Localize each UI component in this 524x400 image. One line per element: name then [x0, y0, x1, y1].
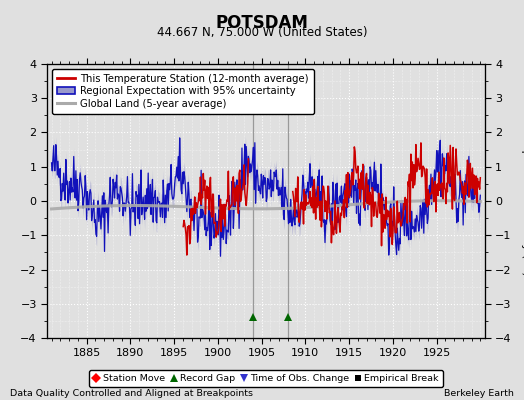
- Text: 44.667 N, 75.000 W (United States): 44.667 N, 75.000 W (United States): [157, 26, 367, 39]
- Text: POTSDAM: POTSDAM: [215, 14, 309, 32]
- Text: Data Quality Controlled and Aligned at Breakpoints: Data Quality Controlled and Aligned at B…: [10, 389, 254, 398]
- Y-axis label: Temperature Anomaly (°C): Temperature Anomaly (°C): [521, 127, 524, 275]
- Legend: Station Move, Record Gap, Time of Obs. Change, Empirical Break: Station Move, Record Gap, Time of Obs. C…: [89, 370, 443, 387]
- Text: Berkeley Earth: Berkeley Earth: [444, 389, 514, 398]
